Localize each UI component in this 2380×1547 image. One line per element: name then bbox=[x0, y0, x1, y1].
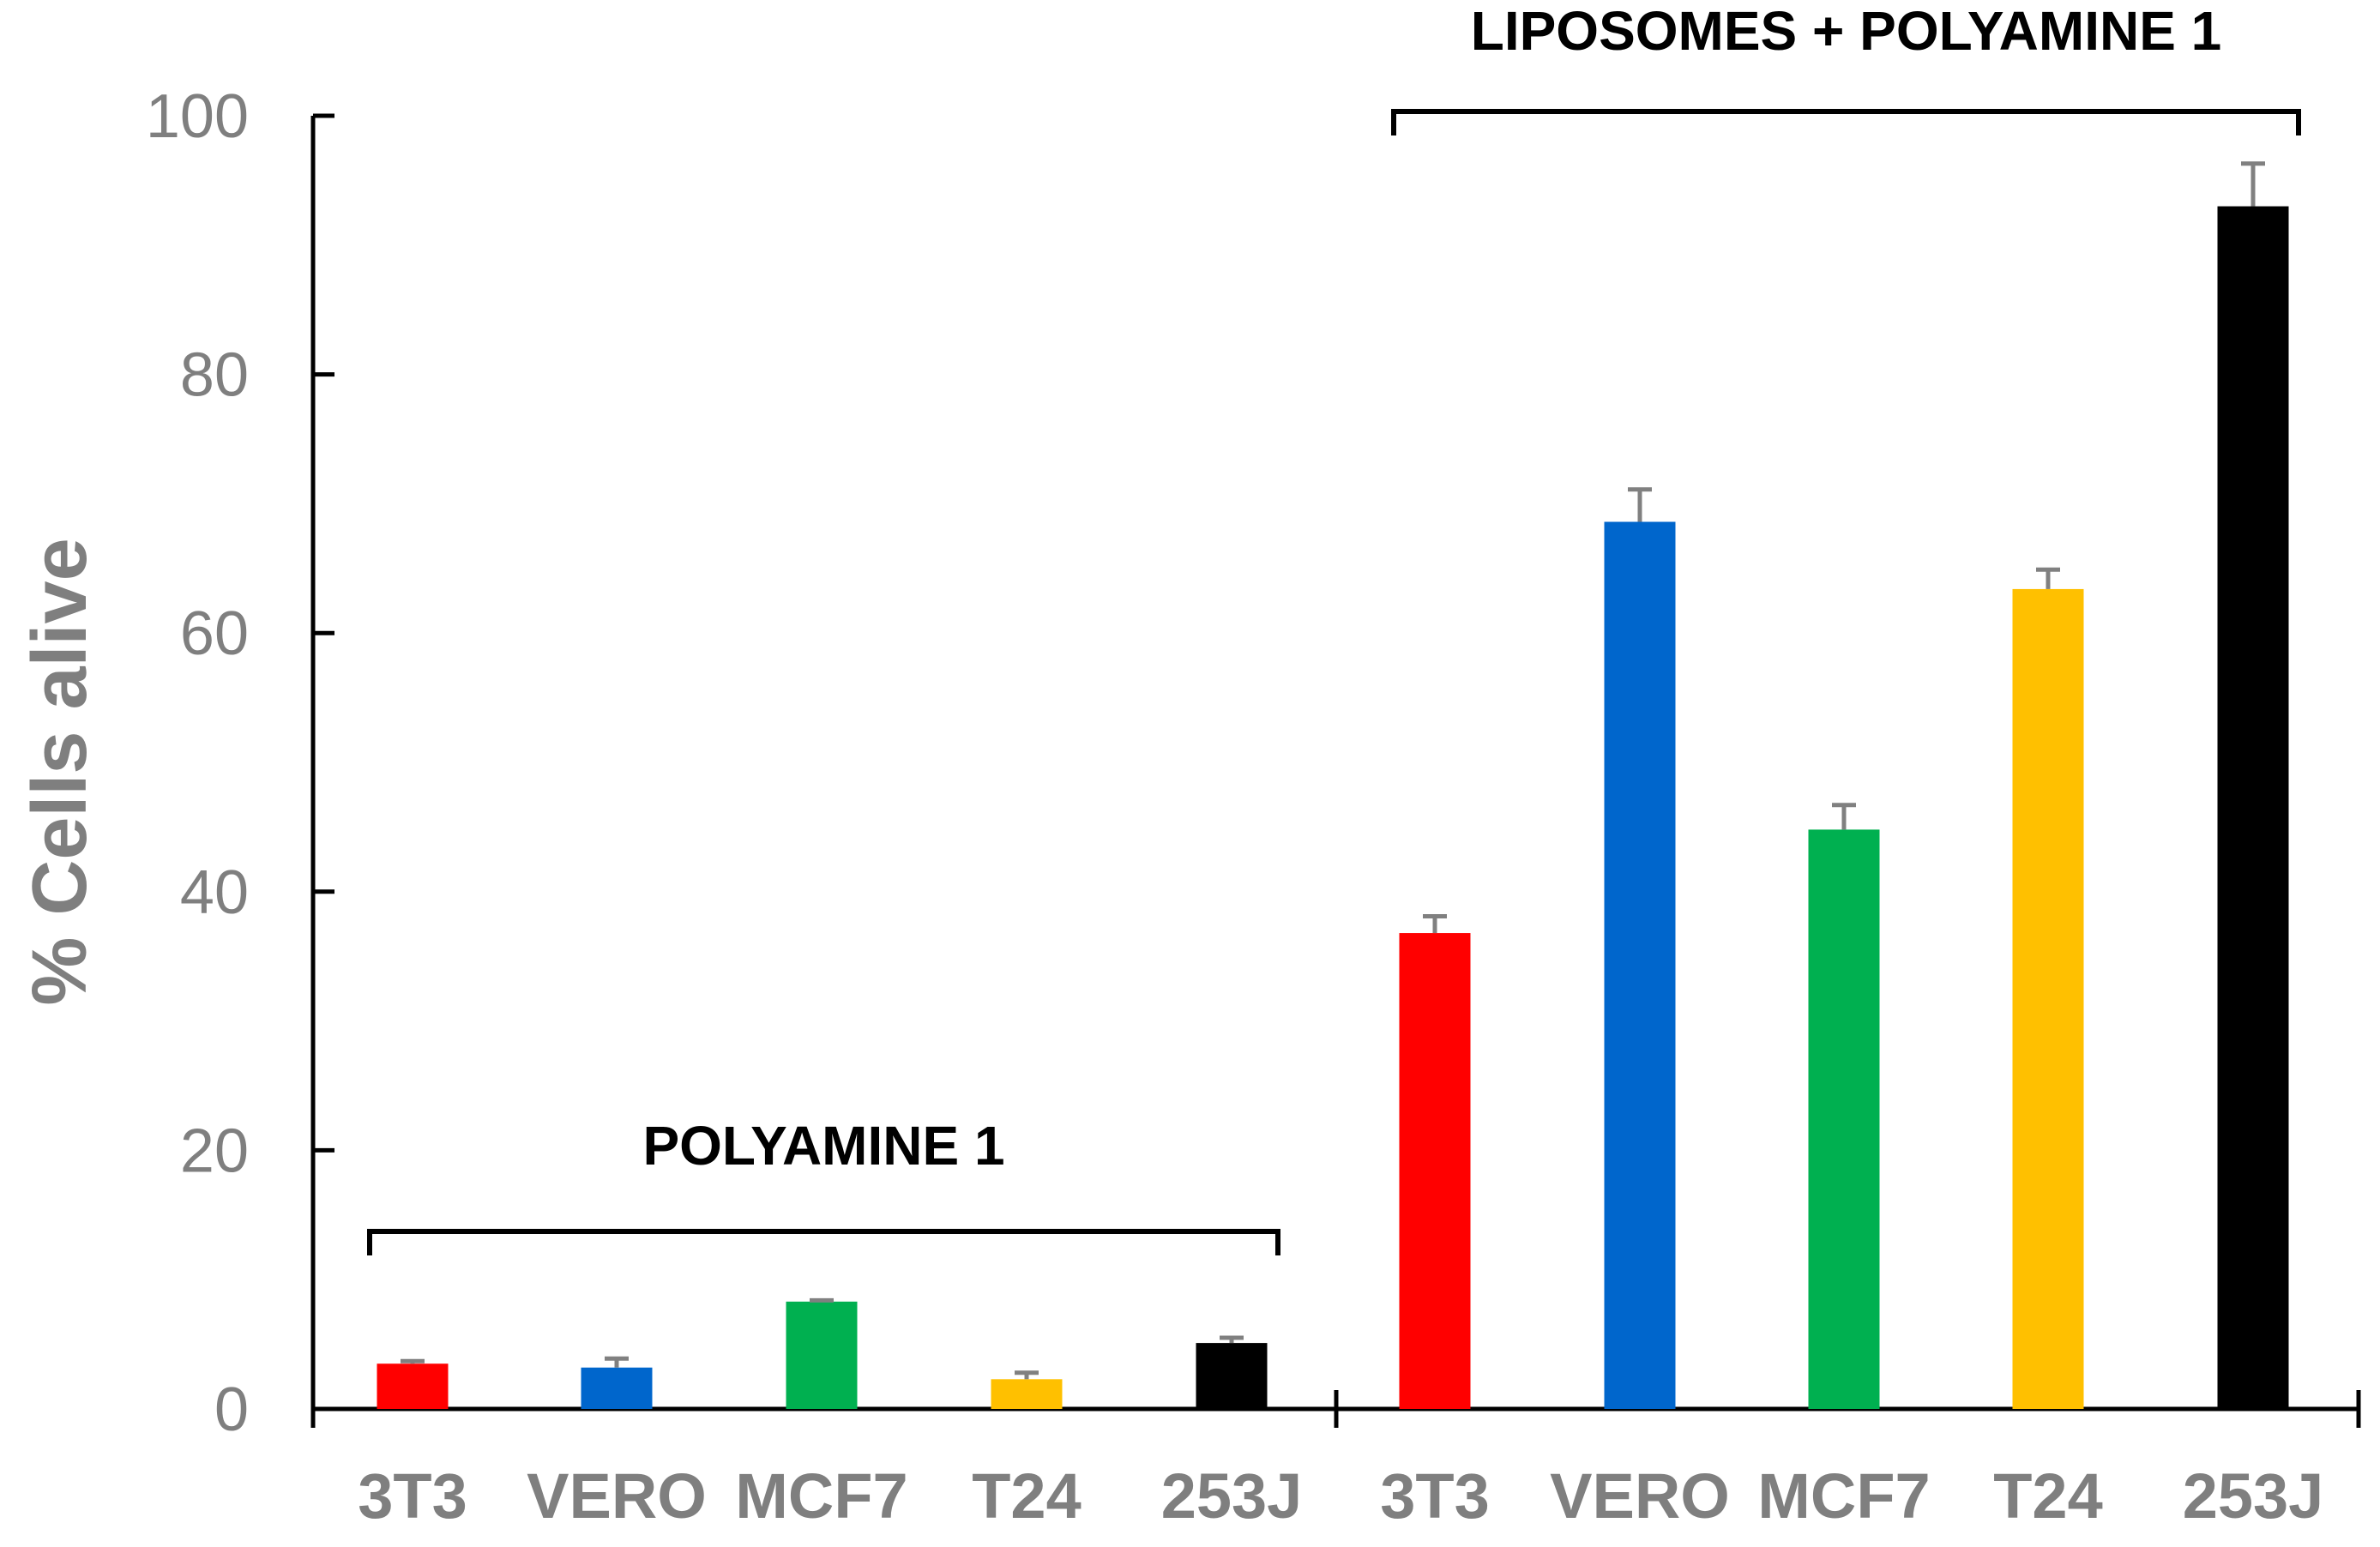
group-bracket bbox=[1391, 109, 2301, 135]
x-tick-label: VERO bbox=[527, 1460, 707, 1532]
x-tick-label: T24 bbox=[972, 1460, 1082, 1532]
y-axis-label: % Cells alive bbox=[17, 538, 103, 1005]
group-label: LIPOSOMES + POLYAMINE 1 bbox=[1471, 0, 2222, 62]
bar-3t3 bbox=[377, 1363, 449, 1409]
bar-mcf7 bbox=[786, 1301, 858, 1409]
bar-mcf7 bbox=[1808, 829, 1880, 1409]
x-tick-label: 253J bbox=[1161, 1460, 1303, 1532]
group-bracket bbox=[367, 1229, 1280, 1255]
y-tick-label: 100 bbox=[146, 82, 249, 151]
bar-vero bbox=[1604, 521, 1676, 1410]
x-tick-labels: 3T3 VERO MCF7 T24 253J 3T3 VERO MCF7 T24 253J bbox=[358, 1460, 2323, 1532]
x-tick-label: T24 bbox=[1993, 1460, 2103, 1532]
bars bbox=[377, 206, 2289, 1410]
x-tick-label: 3T3 bbox=[1380, 1460, 1490, 1532]
y-axis-title: % Cells alive bbox=[17, 538, 103, 1005]
y-tick-label: 40 bbox=[180, 858, 249, 927]
bar-vero bbox=[581, 1367, 653, 1409]
group-brackets: POLYAMINE 1 LIPOSOMES + POLYAMINE 1 bbox=[367, 0, 2301, 1255]
x-tick-label: MCF7 bbox=[735, 1460, 907, 1532]
bar-253j bbox=[1196, 1343, 1268, 1409]
y-tick-label: 20 bbox=[180, 1117, 249, 1185]
bar-t24 bbox=[991, 1379, 1063, 1409]
x-tick-label: 253J bbox=[2183, 1460, 2324, 1532]
x-tick-label: 3T3 bbox=[358, 1460, 467, 1532]
y-tick-label: 80 bbox=[180, 341, 249, 410]
y-tick-label: 0 bbox=[214, 1375, 249, 1444]
error-bars bbox=[401, 161, 2265, 1380]
bar-253j bbox=[2217, 206, 2289, 1409]
y-tick-labels: 0 20 40 60 80 100 bbox=[146, 82, 249, 1444]
bar-3t3 bbox=[1399, 933, 1471, 1409]
x-tick-label: MCF7 bbox=[1757, 1460, 1930, 1532]
y-tick-label: 60 bbox=[180, 599, 249, 668]
x-tick-label: VERO bbox=[1550, 1460, 1730, 1532]
group-label: POLYAMINE 1 bbox=[642, 1115, 1004, 1177]
bar-t24 bbox=[2012, 588, 2084, 1409]
